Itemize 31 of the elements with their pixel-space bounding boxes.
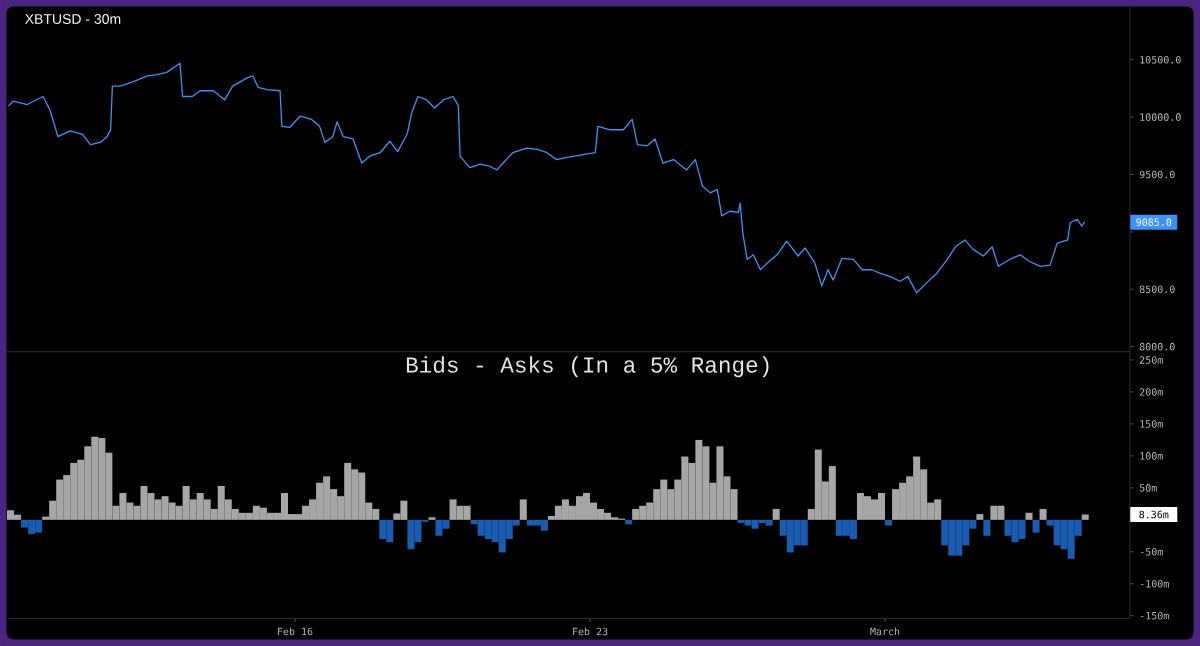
y-tick-label: 50m (1139, 484, 1157, 492)
y-tick-label: 9500.0 (1139, 170, 1175, 179)
bar (772, 508, 780, 520)
x-tick-label: Feb 23 (573, 627, 608, 636)
y-tick-label: -50m (1140, 548, 1163, 556)
y-tick-label: 8500.0 (1139, 285, 1175, 294)
chart-title: XBTUSD - 30m (25, 14, 121, 24)
y-tick-label: 250m (1139, 356, 1163, 364)
y-tick-label: -150m (1140, 611, 1169, 620)
chart-title: Bids - Asks (In a 5% Range) (406, 356, 769, 378)
bar (1032, 519, 1040, 533)
y-tick-label: 8000.0 (1139, 342, 1175, 351)
bar (625, 519, 633, 525)
y-tick-label: 100m (1140, 452, 1163, 460)
x-tick-label: March (870, 627, 900, 636)
x-tick-label: Feb 16 (278, 627, 313, 636)
bar (983, 519, 991, 536)
bar (519, 499, 527, 520)
y-tick-label: 10000.0 (1140, 113, 1181, 121)
y-tick-label: 200m (1139, 388, 1163, 396)
y-tick-label: 10500.0 (1140, 55, 1181, 64)
bar (976, 514, 984, 520)
bar (428, 517, 436, 520)
text: 8.36m (1139, 510, 1169, 519)
y-tick-label: -100m (1140, 579, 1169, 588)
bar (885, 519, 893, 526)
y-tick-label: 150m (1140, 420, 1163, 428)
bar (1081, 514, 1089, 520)
bar (1039, 508, 1047, 520)
bar (1025, 512, 1033, 520)
text: 9085.0 (1136, 218, 1172, 226)
